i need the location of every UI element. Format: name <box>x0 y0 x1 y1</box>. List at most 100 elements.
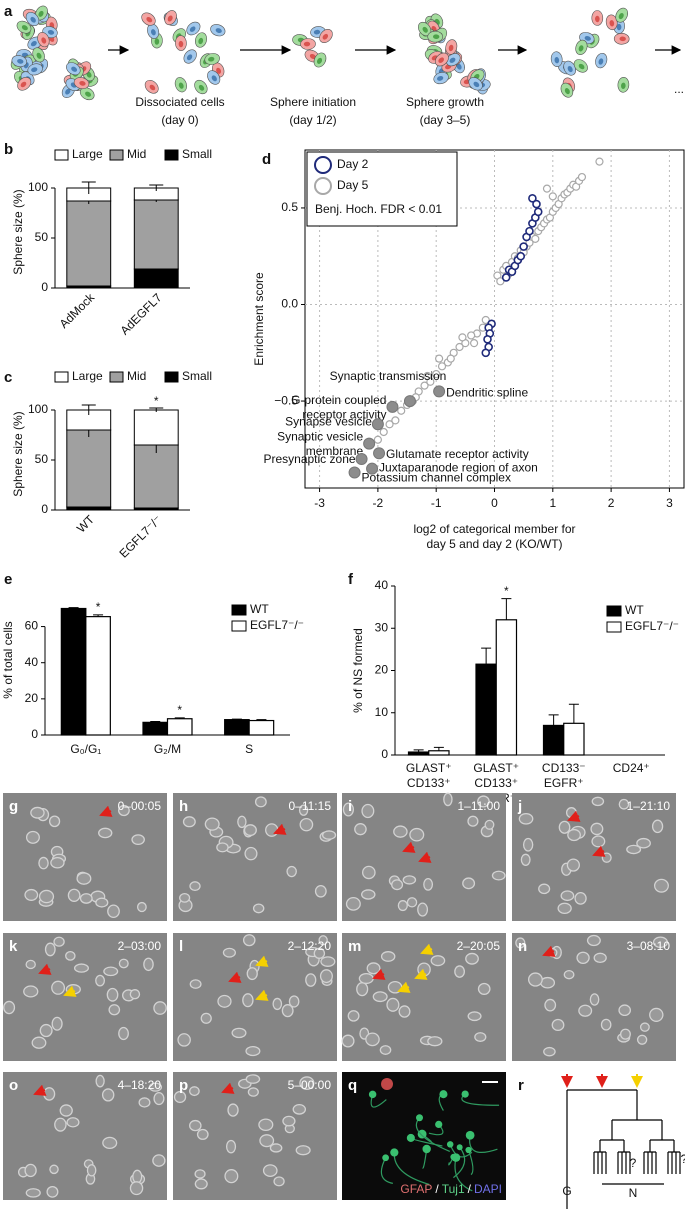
panel-letter: b <box>4 141 13 158</box>
x-tick-label: AdMock <box>57 290 98 331</box>
micrograph: 1–11:00 <box>342 792 506 921</box>
panel-letter: c <box>4 369 12 386</box>
cell <box>615 7 629 23</box>
cell <box>445 39 458 55</box>
ellipsis: ... <box>674 82 684 96</box>
point <box>548 192 557 201</box>
point <box>542 184 552 193</box>
cell-image <box>299 817 314 832</box>
error-bar <box>256 719 267 721</box>
cell-image <box>398 1005 411 1018</box>
cell-nucleus <box>208 56 215 62</box>
x-tick-label: G₂/M <box>154 742 181 756</box>
bar <box>428 750 450 756</box>
cell-image <box>430 955 446 967</box>
cell-nucleus <box>609 20 615 27</box>
nucleus <box>456 1144 463 1151</box>
y-tick-label: 10 <box>375 705 389 719</box>
timestamp: 1–21:10 <box>627 799 671 813</box>
x-tick-label: CD133⁻ EGFR⁺ <box>542 761 586 790</box>
cell-image <box>386 997 400 1012</box>
point <box>577 172 587 182</box>
arrow <box>414 968 428 980</box>
cell-image <box>477 795 490 808</box>
cell-image <box>245 1074 261 1084</box>
cell-nucleus <box>85 91 92 97</box>
cell-image <box>225 1139 237 1154</box>
cell-image <box>423 878 434 891</box>
cell <box>319 28 333 44</box>
panel-letter: e <box>4 571 12 588</box>
x-axis-title: day 5 and day 2 (KO/WT) <box>426 537 562 551</box>
arrow <box>402 841 416 853</box>
cell-image <box>402 875 417 885</box>
cell-nucleus <box>30 16 36 23</box>
nucleus <box>461 1090 469 1098</box>
cell-nucleus <box>38 10 44 17</box>
x-tick-label: CD24⁺ <box>613 761 650 775</box>
cell-nucleus <box>189 26 196 32</box>
cell-image <box>153 1091 165 1106</box>
cell-image <box>361 803 375 819</box>
highlighted-point <box>386 400 399 413</box>
cell <box>550 51 563 67</box>
highlighted-point <box>363 437 376 450</box>
cell-image <box>51 980 66 995</box>
bar-segment <box>66 200 112 287</box>
point-label-line: Glutamate receptor activity <box>386 447 529 461</box>
x-tick-label: AdEGFL7 <box>117 290 164 337</box>
cell-image <box>282 1115 296 1127</box>
timestamp: 3–08:10 <box>627 939 671 953</box>
cell <box>79 87 95 101</box>
legend-marker <box>314 177 332 195</box>
panel-letter: n <box>518 938 527 955</box>
error-bar <box>93 614 104 617</box>
point-label: G-protein coupled receptor activity <box>291 393 386 421</box>
cell-image <box>243 824 257 837</box>
highlighted-point <box>371 418 384 431</box>
point <box>385 420 394 429</box>
point <box>531 234 540 243</box>
cell-nucleus <box>433 34 440 40</box>
point-label-line: Synapse vesicle <box>285 414 372 428</box>
x-tick-line: CD24⁺ <box>613 761 650 775</box>
cell <box>313 52 327 68</box>
nucleus <box>368 1090 377 1099</box>
cell-nucleus <box>79 80 86 86</box>
cell <box>194 79 208 95</box>
cell-image <box>566 858 580 872</box>
y-tick-label: 20 <box>25 691 39 705</box>
cell-image <box>372 991 388 1003</box>
legend-swatch <box>54 149 69 161</box>
significance: * <box>96 600 101 614</box>
micrograph: 4–18:20 <box>3 1072 167 1200</box>
cell-image <box>574 891 587 905</box>
bar <box>248 719 275 736</box>
neurite <box>453 1146 466 1179</box>
error-bar <box>568 703 579 724</box>
cell-nucleus <box>167 15 173 22</box>
timestamp: 4–18:20 <box>118 1078 162 1092</box>
cell <box>144 79 159 94</box>
cell-image <box>216 842 229 853</box>
panel-letter: r <box>518 1077 524 1094</box>
arrow <box>228 971 242 983</box>
cell-nucleus <box>17 58 24 64</box>
y-axis-title: Sphere size (%) <box>11 411 25 496</box>
cell-image <box>361 889 376 900</box>
nucleus <box>446 1141 454 1148</box>
cell-image <box>67 888 81 902</box>
cell-image <box>53 936 65 947</box>
cell <box>573 59 588 73</box>
cell-image <box>118 1026 129 1041</box>
y-tick-label: 100 <box>28 180 48 194</box>
y-tick-label: 0.0 <box>281 297 298 311</box>
step-detail: (day 3–5) <box>420 113 471 127</box>
cell-nucleus <box>437 76 444 81</box>
cell <box>73 77 90 90</box>
cell-image <box>551 1018 565 1032</box>
significance: * <box>154 394 159 408</box>
nucleus <box>417 1129 427 1139</box>
nucleus <box>451 1153 461 1162</box>
step-detail: (day 0) <box>161 113 198 127</box>
